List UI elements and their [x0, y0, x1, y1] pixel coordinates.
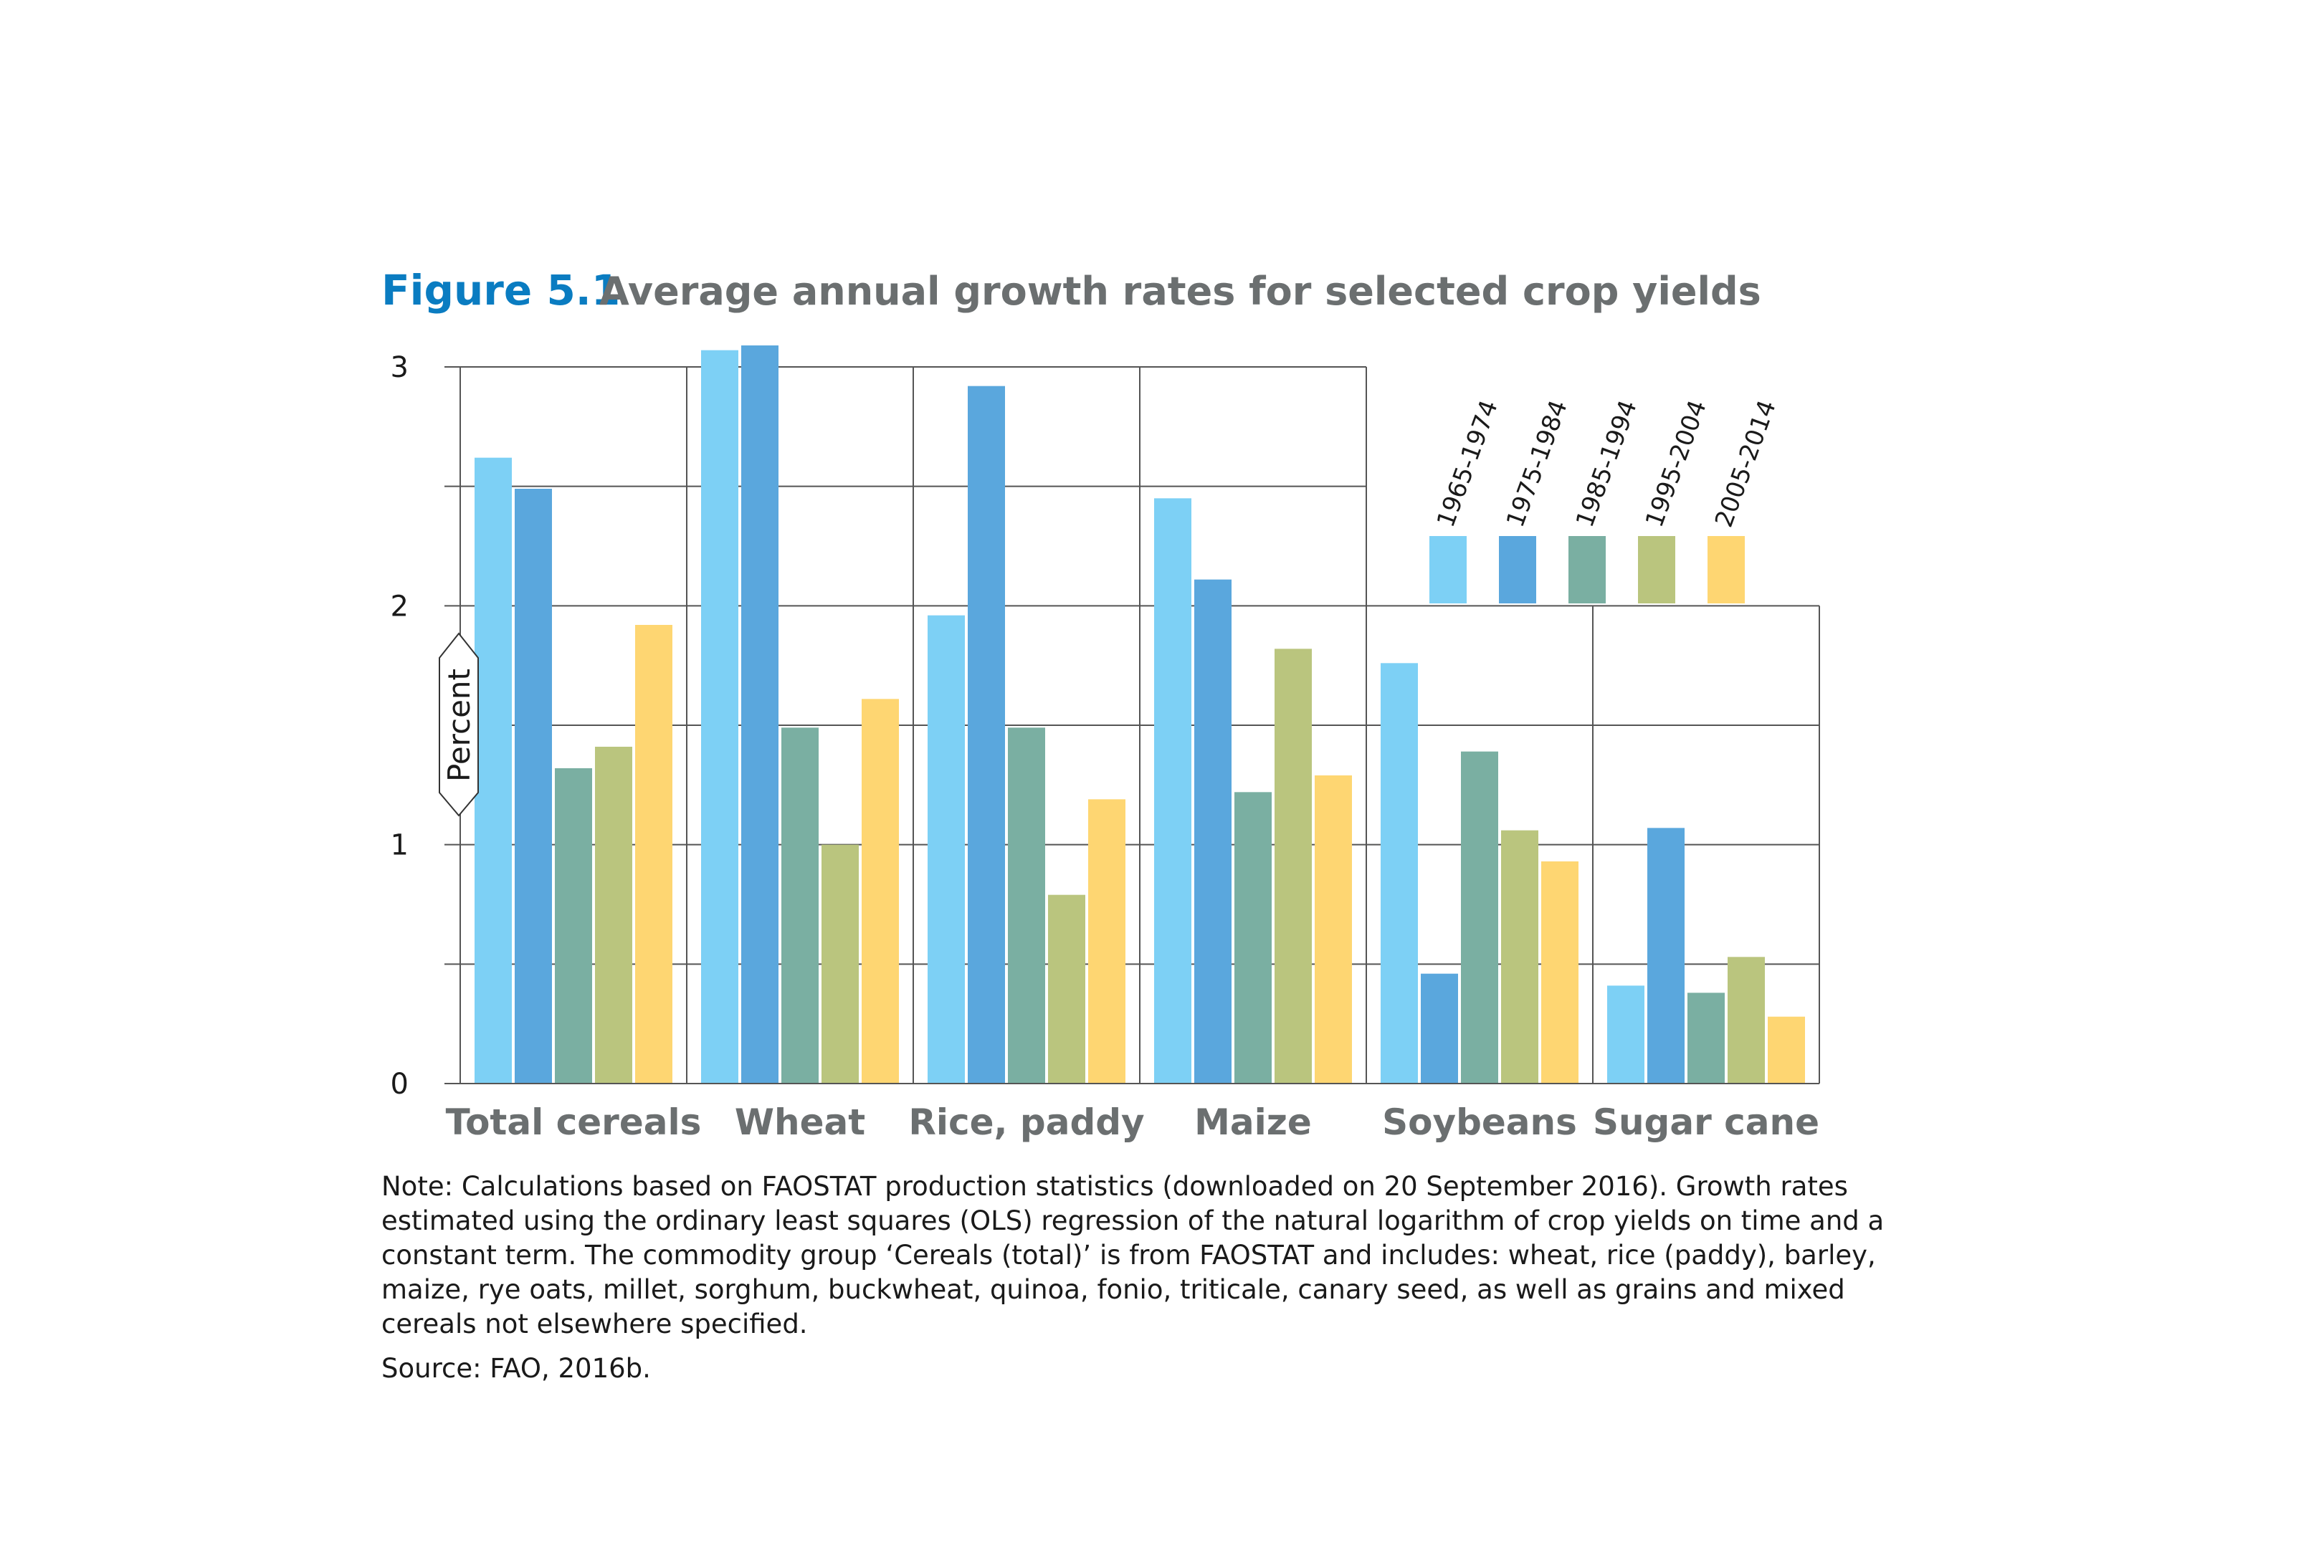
y-axis-label-group: Percent [439, 632, 479, 817]
figure-label: Figure 5.1 [381, 266, 620, 315]
legend-swatch [1429, 536, 1467, 603]
legend-label: 1985-1994 [1571, 396, 1643, 531]
bar-sugar-cane-1985-1994 [1687, 993, 1725, 1084]
y-tick-label: 2 [391, 590, 409, 623]
x-category-label: Soybeans [1382, 1101, 1577, 1143]
axes: 0 1 2 3 Total cereals Wheat Rice, paddy Maize So… [391, 351, 1820, 1143]
bars [475, 345, 1805, 1084]
y-tick-label: 3 [391, 351, 409, 384]
legend-label: 1965-1974 [1432, 396, 1504, 531]
bar-total-cereals-2005-2014 [635, 625, 672, 1084]
bar-rice-paddy-2005-2014 [1088, 799, 1125, 1084]
bar-rice-paddy-1975-1984 [968, 386, 1005, 1084]
bar-total-cereals-1995-2004 [595, 747, 632, 1084]
bar-sugar-cane-2005-2014 [1768, 1016, 1805, 1084]
legend-swatch [1638, 536, 1675, 603]
legend-label: 1975-1984 [1501, 396, 1573, 531]
figure-notes: Note: Calculations based on FAOSTAT prod… [381, 1170, 1887, 1386]
note-text: Note: Calculations based on FAOSTAT prod… [381, 1171, 1885, 1339]
y-axis-label-arrow [439, 632, 479, 817]
bar-wheat-1985-1994 [781, 727, 819, 1084]
bar-soybeans-1965-1974 [1381, 663, 1418, 1084]
bar-total-cereals-1965-1974 [475, 457, 512, 1084]
y-tick-label: 1 [391, 829, 409, 862]
figure-title: Average annual growth rates for selected… [599, 269, 1761, 314]
legend-swatch [1568, 536, 1606, 603]
source-text: Source: FAO, 2016b. [381, 1353, 651, 1384]
bar-total-cereals-1975-1984 [515, 489, 552, 1084]
bar-wheat-1995-2004 [822, 844, 859, 1084]
bar-wheat-1975-1984 [741, 345, 778, 1084]
bar-maize-1985-1994 [1234, 792, 1272, 1084]
bar-wheat-2005-2014 [862, 699, 899, 1084]
bar-total-cereals-1985-1994 [555, 768, 592, 1084]
x-category-label: Total cereals [446, 1101, 702, 1143]
bar-rice-paddy-1985-1994 [1008, 727, 1045, 1084]
bar-sugar-cane-1975-1984 [1647, 828, 1685, 1084]
x-category-label: Wheat [735, 1101, 865, 1143]
x-category-label: Maize [1194, 1101, 1312, 1143]
bar-sugar-cane-1995-2004 [1728, 957, 1765, 1084]
y-axis-label: Percent [442, 669, 477, 782]
bar-soybeans-1975-1984 [1421, 973, 1458, 1084]
legend-swatch [1499, 536, 1536, 603]
legend-label: 2005-2014 [1710, 396, 1782, 531]
bar-soybeans-1995-2004 [1501, 830, 1538, 1084]
bar-maize-2005-2014 [1315, 775, 1352, 1084]
x-category-label: Sugar cane [1593, 1101, 1819, 1143]
bar-maize-1975-1984 [1194, 579, 1232, 1084]
bar-sugar-cane-1965-1974 [1607, 985, 1644, 1084]
legend: 1965-19741975-19841985-19941995-20042005… [1429, 396, 1782, 603]
bar-soybeans-2005-2014 [1541, 861, 1578, 1084]
bar-wheat-1965-1974 [701, 350, 738, 1084]
bar-maize-1995-2004 [1275, 649, 1312, 1084]
legend-swatch [1708, 536, 1745, 603]
bar-rice-paddy-1965-1974 [928, 615, 965, 1084]
y-tick-label: 0 [391, 1068, 409, 1101]
bar-maize-1965-1974 [1154, 498, 1191, 1084]
legend-label: 1995-2004 [1640, 396, 1713, 531]
bar-rice-paddy-1995-2004 [1048, 894, 1085, 1084]
x-category-label: Rice, paddy [908, 1101, 1144, 1143]
bar-soybeans-1985-1994 [1461, 751, 1498, 1084]
